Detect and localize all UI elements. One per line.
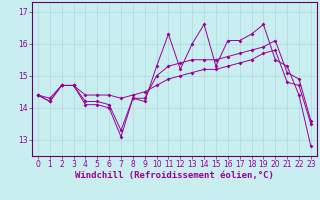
X-axis label: Windchill (Refroidissement éolien,°C): Windchill (Refroidissement éolien,°C) (75, 171, 274, 180)
